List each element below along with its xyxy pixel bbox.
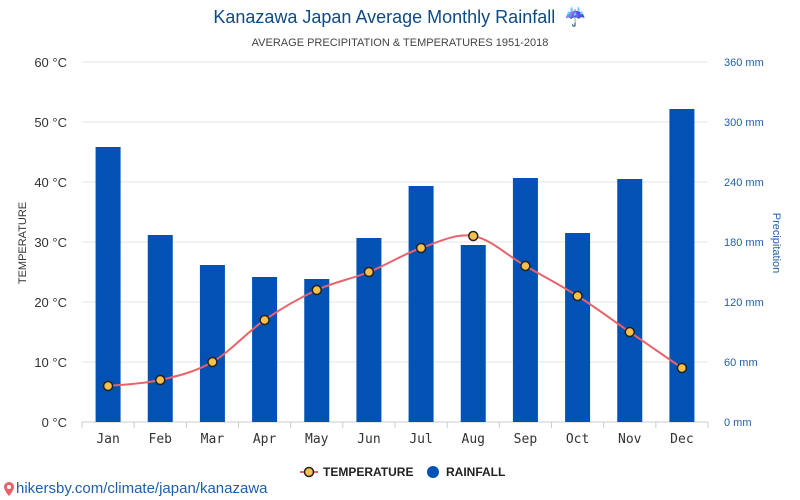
rainfall-bar[interactable] <box>617 179 643 422</box>
right-axis-ticks: 0 mm 60 mm 120 mm 180 mm 240 mm 300 mm 360 mm <box>724 57 764 429</box>
rainfall-bar[interactable] <box>304 279 330 422</box>
temperature-point[interactable] <box>155 374 166 386</box>
rainfall-bar[interactable] <box>95 147 121 422</box>
x-axis-tick-label: Oct <box>566 432 589 447</box>
rainfall-bar[interactable] <box>356 238 382 422</box>
temperature-point[interactable] <box>207 356 218 368</box>
x-axis-tick-label: Mar <box>201 432 225 447</box>
x-axis-tick-label: May <box>305 432 329 447</box>
legend-rainfall-marker <box>427 466 439 478</box>
x-axis-tick-label: Nov <box>618 432 642 447</box>
temperature-points <box>102 230 688 392</box>
umbrella-icon: ☔ <box>564 6 586 27</box>
rainfall-bars <box>95 109 695 422</box>
rainfall-bar[interactable] <box>199 265 225 422</box>
right-axis-tick-label: 360 mm <box>724 57 764 69</box>
left-axis-ticks: 0 °C 10 °C 20 °C 30 °C 40 °C 50 °C 60 °C <box>34 55 67 430</box>
temperature-point[interactable] <box>520 260 531 272</box>
x-axis-tick-label: Dec <box>670 432 693 447</box>
legend-rainfall-label: RAINFALL <box>446 465 505 479</box>
temperature-point[interactable] <box>676 362 688 374</box>
x-axis-tick-label: Feb <box>149 432 173 447</box>
temperature-point[interactable] <box>363 266 375 278</box>
right-axis-tick-label: 60 mm <box>724 357 758 369</box>
chart-subtitle: AVERAGE PRECIPITATION & TEMPERATURES 195… <box>252 37 549 49</box>
left-axis-tick-label: 10 °C <box>34 355 67 370</box>
left-axis-tick-label: 40 °C <box>34 175 67 190</box>
left-axis-tick-label: 0 °C <box>42 415 67 430</box>
x-axis-tick-label: Jan <box>96 432 119 447</box>
left-axis-tick-label: 30 °C <box>34 235 67 250</box>
right-axis-tick-label: 240 mm <box>724 177 764 189</box>
right-axis-tick-label: 300 mm <box>724 117 764 129</box>
legend-item-temperature[interactable]: TEMPERATURE <box>300 465 413 479</box>
rainfall-bar[interactable] <box>408 186 434 422</box>
temperature-point[interactable] <box>259 314 270 326</box>
x-axis-tick-label: Jul <box>409 432 432 447</box>
temperature-point[interactable] <box>624 326 635 338</box>
rainfall-bar[interactable] <box>460 245 486 422</box>
legend-temperature-label: TEMPERATURE <box>323 465 413 479</box>
temperature-point[interactable] <box>102 380 114 392</box>
temperature-point[interactable] <box>415 242 427 254</box>
left-axis-tick-label: 20 °C <box>34 295 67 310</box>
x-axis-tick-label: Aug <box>462 432 485 447</box>
temperature-line-layer <box>107 234 683 387</box>
left-axis-label: TEMPERATURE <box>17 202 29 284</box>
location-pin-icon <box>4 481 14 496</box>
left-axis-tick-label: 50 °C <box>34 115 67 130</box>
legend: TEMPERATURE RAINFALL <box>300 465 505 479</box>
rainfall-bar[interactable] <box>147 235 173 422</box>
rainfall-bar[interactable] <box>252 277 278 422</box>
x-axis-tick-label: Apr <box>253 432 277 447</box>
chart-title: Kanazawa Japan Average Monthly Rainfall … <box>213 6 586 27</box>
left-axis-tick-label: 60 °C <box>34 55 67 70</box>
rainfall-bar[interactable] <box>565 233 591 422</box>
right-axis-tick-label: 0 mm <box>724 417 752 429</box>
temperature-point[interactable] <box>468 230 479 242</box>
temperature-point[interactable] <box>311 284 322 296</box>
temperature-point[interactable] <box>572 290 583 302</box>
temperature-line <box>107 234 683 387</box>
rainfall-bar[interactable] <box>512 178 538 422</box>
x-axis-tick-label: Jun <box>357 432 380 447</box>
x-axis-ticks: Jan Feb Mar Apr May Jun Jul Aug Sep Oct Nov Dec <box>81 422 709 447</box>
x-axis-tick-label: Sep <box>514 432 538 447</box>
right-axis-tick-label: 120 mm <box>724 297 764 309</box>
legend-temperature-marker <box>303 466 315 478</box>
rainfall-bar[interactable] <box>669 109 695 422</box>
source-link[interactable]: hikersby.com/climate/japan/kanazawa <box>4 480 268 497</box>
legend-item-rainfall[interactable]: RAINFALL <box>427 465 505 479</box>
grid-lines <box>82 61 708 423</box>
right-axis-tick-label: 180 mm <box>724 237 764 249</box>
source-text: hikersby.com/climate/japan/kanazawa <box>16 480 268 497</box>
right-axis-label: Precipitation <box>770 213 782 274</box>
